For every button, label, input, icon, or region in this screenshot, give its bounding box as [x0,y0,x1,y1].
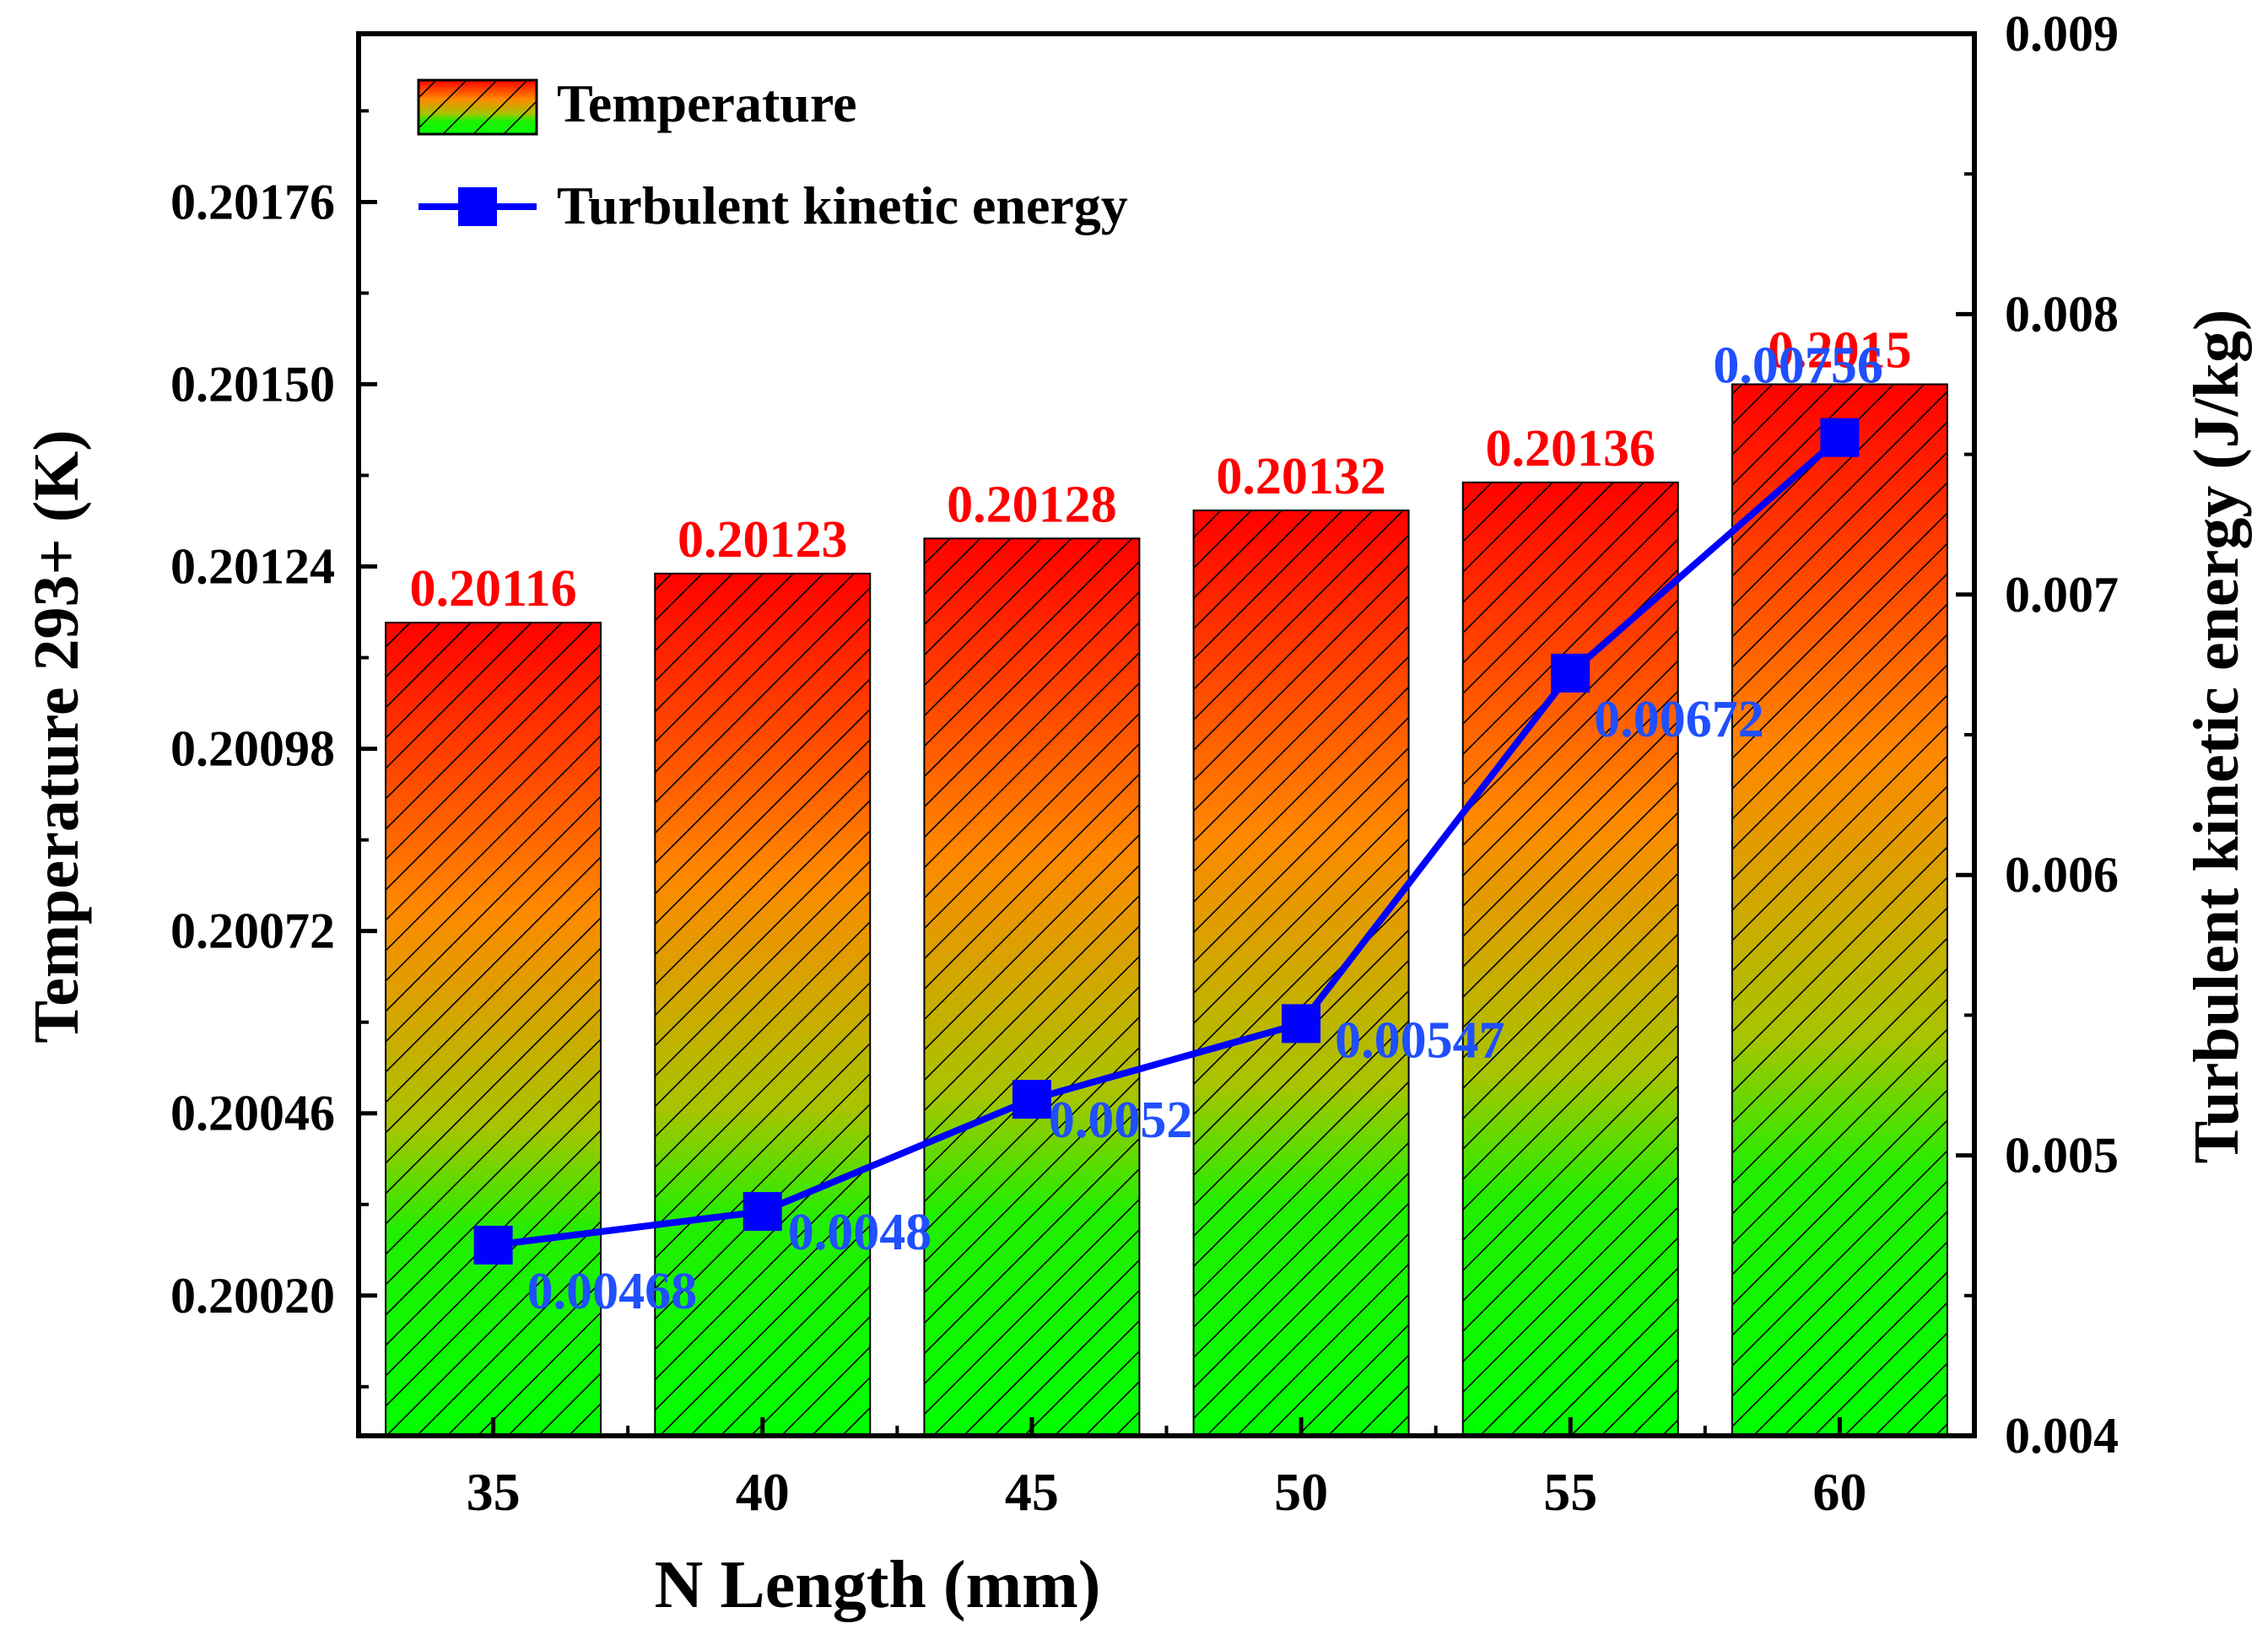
legend-label-tke: Turbulent kinetic energy [557,175,1128,235]
tke-marker [1282,1004,1321,1044]
left-axis-title: Temperature 293+ (K) [21,429,92,1043]
right-axis-ticks: 0.004 0.005 0.006 0.007 0.008 0.009 [1956,6,2119,1464]
left-tick-label: 0.20150 [170,357,335,413]
temperature-value-label: 0.20123 [678,511,848,569]
tke-point-labels: 0.00468 0.0048 0.0052 0.00547 0.00672 0.00756 [527,337,1883,1320]
temperature-bars [385,383,1948,1437]
temperature-bar-labels: 0.20116 0.20123 0.20128 0.20132 0.20136 0.201… [410,322,1912,618]
legend-label-temperature: Temperature [557,73,857,133]
tke-line [493,434,1843,1249]
right-tick-label: 0.009 [2005,6,2119,62]
left-tick-label: 0.20072 [170,903,335,959]
tke-marker [1551,653,1590,693]
x-tick-label: 40 [736,1462,790,1522]
temperature-bar-hatch [1193,510,1409,1436]
temperature-bar-hatch [1462,482,1678,1436]
tke-marker [742,1192,782,1232]
temperature-bar-hatch [386,623,602,1436]
legend-marker-tke [458,187,497,226]
tke-marker [1012,1080,1051,1119]
tke-line-layer [473,418,1860,1265]
temperature-value-label: 0.20128 [947,476,1117,533]
tke-value-label: 0.00756 [1713,337,1882,395]
tke-value-label: 0.00468 [527,1263,698,1320]
x-axis-title: N Length (mm) [655,1548,1101,1622]
right-tick-label: 0.007 [2005,567,2119,623]
x-tick-label: 55 [1543,1462,1597,1522]
temperature-bar-hatch [1731,384,1947,1436]
left-tick-label: 0.20020 [170,1268,335,1324]
left-tick-label: 0.20098 [170,721,335,777]
temperature-value-label: 0.2015 [1768,322,1912,380]
x-tick-label: 35 [467,1462,521,1522]
right-tick-label: 0.006 [2005,847,2119,903]
right-axis-title: Turbulent kinetic energy (J/kg) [2181,310,2252,1164]
tke-marker [473,1225,513,1265]
tke-value-label: 0.00547 [1335,1011,1505,1069]
left-tick-label: 0.20046 [170,1086,335,1141]
x-tick-label: 50 [1274,1462,1328,1522]
right-tick-label: 0.004 [2005,1408,2119,1464]
left-tick-label: 0.20176 [170,174,335,229]
x-tick-label: 60 [1812,1462,1866,1522]
left-tick-label: 0.20124 [170,539,335,595]
tke-marker [1820,418,1860,457]
legend: Temperature Turbulent kinetic energy [417,73,1128,235]
temperature-bar-hatch [655,573,871,1436]
temperature-value-label: 0.20116 [410,560,577,618]
temperature-value-label: 0.20132 [1216,448,1386,505]
tke-value-label: 0.0048 [788,1204,932,1261]
tke-value-label: 0.00672 [1594,691,1764,748]
temperature-bar-hatch [924,538,1140,1436]
x-axis-ticks: 35 40 45 50 55 60 [467,1417,1866,1522]
legend-swatch-hatch [418,80,537,134]
temperature-value-label: 0.20136 [1486,420,1656,477]
x-tick-label: 45 [1005,1462,1059,1522]
left-axis-ticks: 0.20020 0.20046 0.20072 0.20098 0.20124 0.201… [170,109,377,1389]
tke-value-label: 0.0052 [1049,1092,1193,1149]
right-tick-label: 0.005 [2005,1128,2119,1184]
right-tick-label: 0.008 [2005,286,2119,342]
